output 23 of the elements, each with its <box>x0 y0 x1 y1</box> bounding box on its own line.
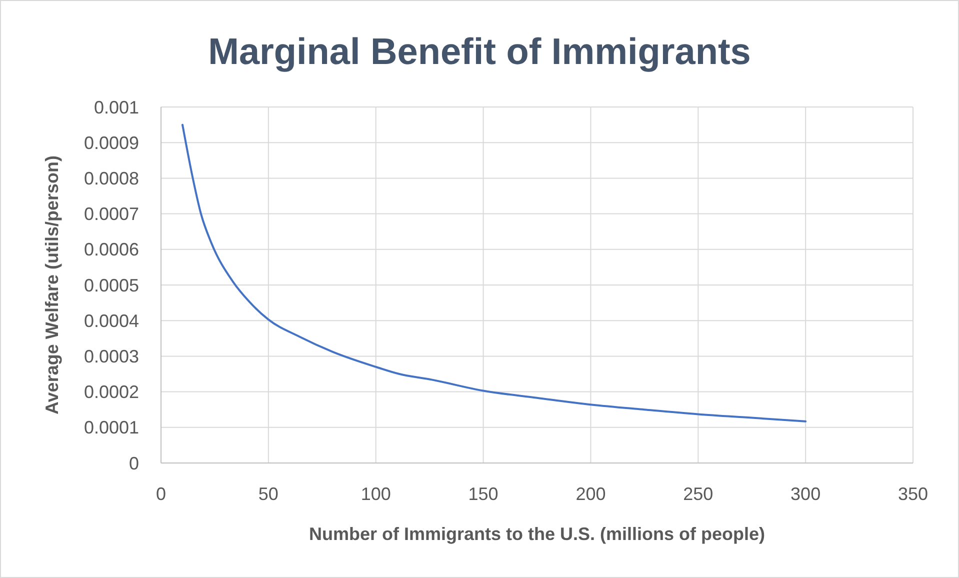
y-tick-label: 0.0004 <box>84 310 139 331</box>
x-axis-title: Number of Immigrants to the U.S. (millions of people) <box>308 524 766 544</box>
x-tick-label: 0 <box>156 484 166 504</box>
y-tick-label: 0.0009 <box>84 132 139 153</box>
y-tick-label: 0.0001 <box>84 418 139 438</box>
x-tick-label: 250 <box>683 484 714 504</box>
y-tick-label: 0.0005 <box>84 275 139 296</box>
x-tick-label: 300 <box>790 484 821 504</box>
y-tick-label: 0.0002 <box>84 382 139 402</box>
x-tick-label: 50 <box>258 484 278 504</box>
y-tick-label: 0.0003 <box>84 346 139 366</box>
line-series <box>181 124 807 422</box>
y-tick-label: 0.0007 <box>84 204 139 224</box>
y-axis-title: Average Welfare (utils/person) <box>42 155 62 415</box>
y-tick-label: 0 <box>128 453 139 474</box>
y-tick-label: 0.001 <box>94 97 139 118</box>
x-tick-label: 150 <box>468 484 498 504</box>
x-tick-label: 200 <box>576 484 606 504</box>
chart-title: Marginal Benefit of Immigrants <box>208 31 751 72</box>
y-tick-label: 0.0008 <box>84 168 139 188</box>
y-tick-label: 0.0006 <box>84 240 139 260</box>
x-tick-label: 100 <box>360 484 391 504</box>
x-tick-label: 350 <box>898 484 928 504</box>
